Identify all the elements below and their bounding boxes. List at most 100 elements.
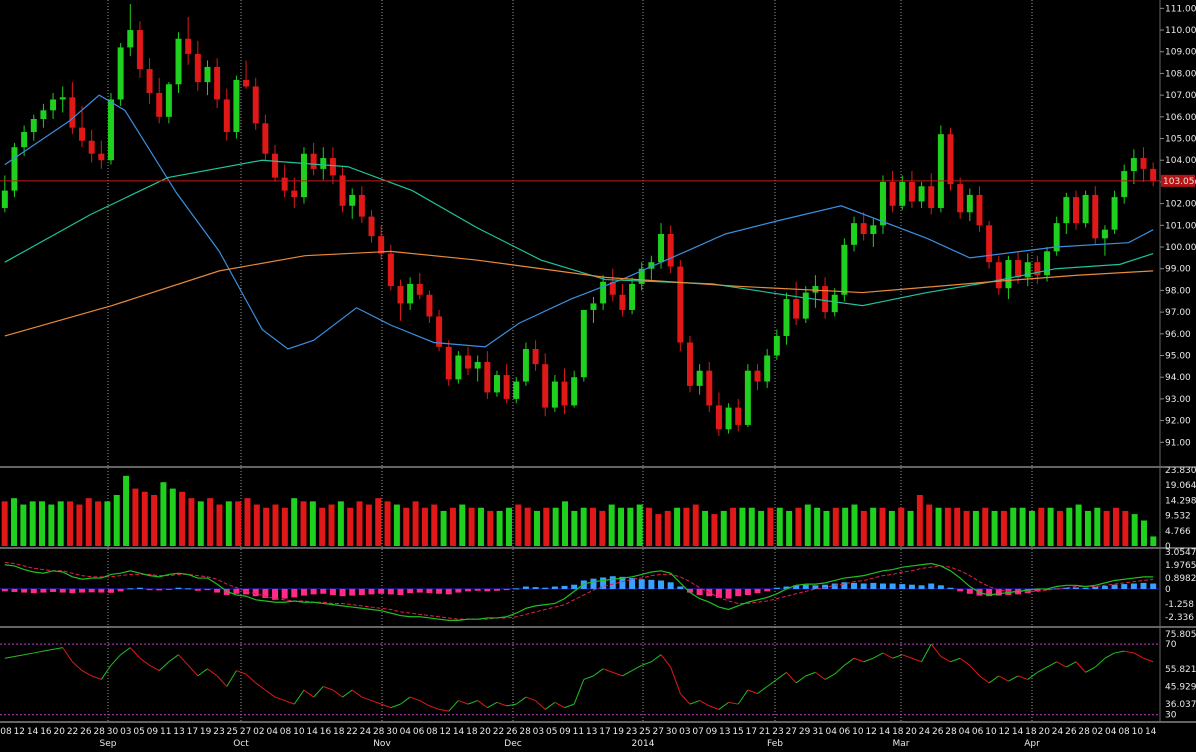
volume-bar bbox=[67, 501, 74, 546]
macd-histogram-bar bbox=[214, 588, 221, 593]
macd-histogram-bar bbox=[735, 588, 742, 597]
candle-body bbox=[426, 294, 433, 317]
rsi-segment bbox=[921, 643, 932, 663]
rsi-segment bbox=[554, 701, 565, 709]
rsi-segment bbox=[62, 647, 73, 663]
rsi-tick-label: 45.929 bbox=[1165, 683, 1196, 693]
macd-histogram-bar bbox=[349, 588, 356, 596]
macd-histogram-bar bbox=[30, 588, 37, 594]
macd-histogram-bar bbox=[793, 585, 800, 589]
volume-bar bbox=[412, 501, 419, 546]
day-tick-label: 26 bbox=[932, 727, 944, 737]
candle-body bbox=[136, 30, 143, 70]
day-tick-label: 18 bbox=[892, 727, 904, 737]
macd-histogram-bar bbox=[966, 588, 973, 594]
volume-tick-label: 0 bbox=[1165, 542, 1171, 552]
candle-body bbox=[947, 134, 954, 185]
rsi-segment bbox=[506, 703, 517, 707]
day-tick-label: 10 bbox=[985, 727, 997, 737]
macd-histogram-bar bbox=[744, 588, 751, 595]
candle-body bbox=[493, 375, 500, 393]
volume-bar bbox=[235, 501, 242, 546]
day-tick-label: 10 bbox=[293, 727, 305, 737]
volume-bar bbox=[543, 507, 550, 546]
volume-bar bbox=[496, 510, 503, 546]
day-tick-label: 27 bbox=[240, 727, 251, 737]
macd-histogram-bar bbox=[879, 583, 886, 589]
candle-body bbox=[1015, 260, 1022, 278]
volume-bar bbox=[1056, 510, 1063, 546]
volume-bar bbox=[104, 501, 111, 546]
day-tick-label: 28 bbox=[373, 727, 385, 737]
candle-body bbox=[30, 119, 37, 133]
volume-bar bbox=[982, 507, 989, 546]
rsi-segment bbox=[52, 647, 63, 650]
macd-histogram-bar bbox=[358, 588, 365, 595]
rsi-segment bbox=[805, 671, 816, 677]
rsi-segment bbox=[24, 652, 34, 656]
macd-tick-label: 0.8982 bbox=[1165, 574, 1196, 584]
candle-body bbox=[879, 181, 886, 226]
volume-bar bbox=[879, 507, 886, 546]
macd-histogram-bar bbox=[609, 576, 616, 589]
volume-bar bbox=[1084, 510, 1091, 546]
candle-body bbox=[715, 405, 722, 430]
candle-body bbox=[233, 79, 240, 133]
day-tick-label: 03 bbox=[533, 727, 544, 737]
day-tick-label: 05 bbox=[133, 727, 144, 737]
candle-body bbox=[542, 364, 549, 408]
day-tick-label: 26 bbox=[80, 727, 92, 737]
volume-bar bbox=[29, 501, 36, 546]
candle-body bbox=[40, 110, 47, 119]
volume-bar bbox=[207, 498, 214, 546]
rsi-segment bbox=[564, 703, 575, 709]
day-tick-label: 22 bbox=[346, 727, 357, 737]
macd-tick-label: 1.9765 bbox=[1165, 561, 1196, 571]
candle-body bbox=[995, 262, 1002, 289]
macd-histogram-bar bbox=[1101, 585, 1108, 589]
candle-body bbox=[966, 194, 973, 213]
candle-body bbox=[127, 30, 134, 48]
volume-bar bbox=[1122, 510, 1129, 546]
rsi-segment bbox=[641, 661, 652, 666]
macd-histogram-bar bbox=[368, 588, 375, 595]
macd-histogram-bar bbox=[551, 586, 558, 589]
volume-bar bbox=[1028, 510, 1035, 546]
candle-body bbox=[744, 370, 751, 425]
day-tick-label: 11 bbox=[573, 727, 584, 737]
volume-bar bbox=[692, 504, 699, 546]
macd-histogram-bar bbox=[136, 587, 143, 589]
macd-histogram-bar bbox=[1034, 588, 1041, 592]
volume-bar bbox=[655, 514, 662, 546]
candle-body bbox=[918, 186, 925, 202]
candle-body bbox=[638, 268, 645, 284]
price-tick-label: 106.00 bbox=[1165, 113, 1196, 123]
volume-bar bbox=[562, 501, 568, 546]
candle-body bbox=[831, 294, 838, 313]
candle-body bbox=[1044, 251, 1051, 276]
macd-histogram-bar bbox=[1, 588, 8, 592]
macd-histogram-bar bbox=[233, 588, 240, 594]
macd-signal-line bbox=[4, 561, 1154, 620]
day-tick-label: 27 bbox=[786, 727, 797, 737]
volume-bar bbox=[384, 501, 391, 546]
volume-bar bbox=[674, 507, 681, 546]
candle-body bbox=[522, 349, 529, 382]
macd-histogram-bar bbox=[436, 588, 443, 594]
macd-histogram-bar bbox=[11, 588, 18, 592]
candle-body bbox=[156, 92, 163, 117]
candle-body bbox=[793, 299, 800, 319]
candle-body bbox=[1005, 260, 1012, 289]
volume-bar bbox=[244, 498, 251, 546]
macd-histogram-bar bbox=[88, 588, 95, 593]
volume-bar bbox=[188, 498, 195, 546]
volume-bar bbox=[197, 501, 204, 546]
volume-bar bbox=[842, 507, 849, 546]
price-tick-label: 95.00 bbox=[1165, 352, 1191, 362]
macd-histogram-bar bbox=[542, 587, 549, 589]
rsi-segment bbox=[429, 705, 440, 710]
rsi-segment bbox=[583, 675, 594, 680]
day-tick-label: 28 bbox=[519, 727, 531, 737]
volume-bar bbox=[263, 507, 270, 546]
rsi-segment bbox=[139, 657, 150, 666]
